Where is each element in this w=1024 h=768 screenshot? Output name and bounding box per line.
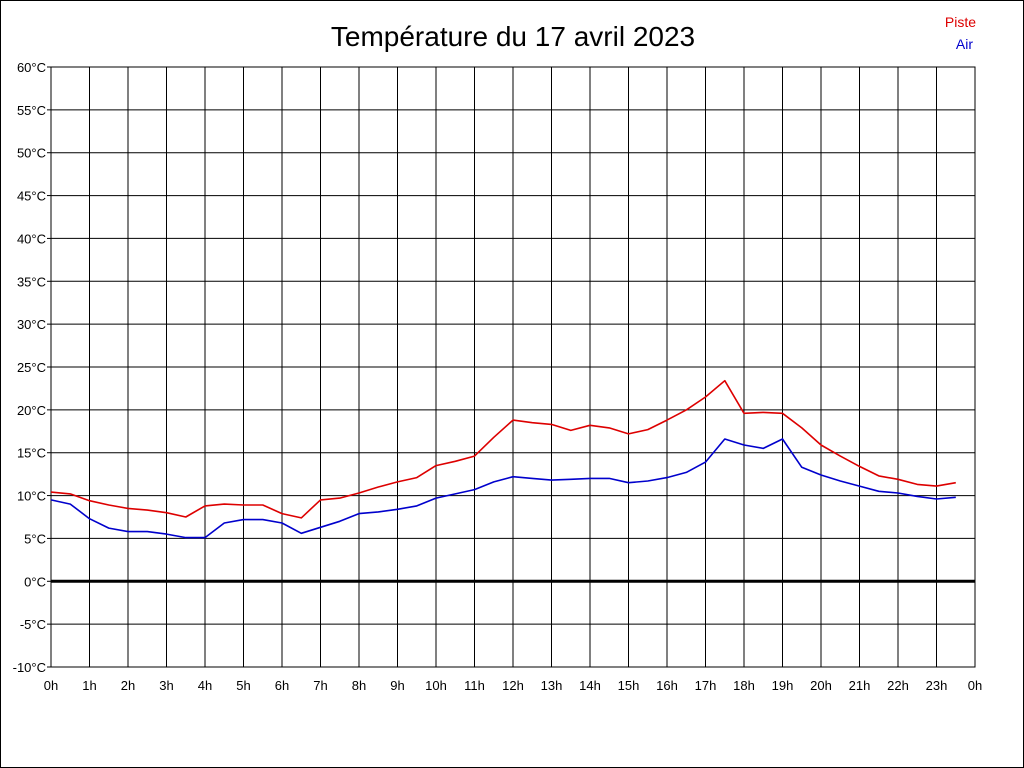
y-tick-label: 20°C bbox=[17, 403, 46, 418]
y-tick-label: 55°C bbox=[17, 103, 46, 118]
x-tick-label: 22h bbox=[887, 678, 909, 693]
y-tick-label: 45°C bbox=[17, 189, 46, 204]
x-tick-label: 19h bbox=[772, 678, 794, 693]
x-tick-label: 11h bbox=[464, 678, 485, 693]
chart-title: Température du 17 avril 2023 bbox=[331, 21, 695, 52]
x-tick-label: 7h bbox=[313, 678, 327, 693]
y-tick-label: 35°C bbox=[17, 274, 46, 289]
x-tick-label: 14h bbox=[579, 678, 601, 693]
y-tick-label: 30°C bbox=[17, 317, 46, 332]
tick-labels: 0h 1h 2h 3h 4h 5h 6h 7h 8h 9h 10h 11h 12h 13h 14h 15h 16… bbox=[13, 60, 983, 693]
x-tick-label: 0h bbox=[44, 678, 58, 693]
series-lines bbox=[50, 379, 956, 539]
x-tick-label: 16h bbox=[656, 678, 678, 693]
x-tick-label: 1h bbox=[82, 678, 96, 693]
axes bbox=[47, 66, 976, 668]
legend-entry-piste: Piste bbox=[945, 14, 976, 30]
plot-frame bbox=[50, 66, 976, 668]
x-tick-label: 0h bbox=[968, 678, 982, 693]
y-tick-label: 25°C bbox=[17, 360, 46, 375]
x-tick-label: 13h bbox=[541, 678, 563, 693]
y-tick-label: 0°C bbox=[24, 574, 46, 589]
y-tick-label: 15°C bbox=[17, 446, 46, 461]
y-tick-label: 10°C bbox=[17, 489, 46, 504]
y-tick-label: 60°C bbox=[17, 60, 46, 75]
x-tick-label: 15h bbox=[618, 678, 640, 693]
x-tick-label: 21h bbox=[849, 678, 871, 693]
y-tick-label: 5°C bbox=[24, 531, 46, 546]
x-tick-label: 3h bbox=[159, 678, 173, 693]
y-tick-label: -5°C bbox=[20, 617, 46, 632]
grid bbox=[50, 66, 976, 668]
series-line-piste bbox=[50, 379, 956, 519]
x-tick-label: 8h bbox=[352, 678, 366, 693]
x-tick-label: 18h bbox=[733, 678, 755, 693]
x-tick-label: 17h bbox=[695, 678, 717, 693]
legend-entry-air: Air bbox=[956, 36, 973, 52]
x-tick-label: 2h bbox=[121, 678, 135, 693]
y-tick-label: 40°C bbox=[17, 231, 46, 246]
x-tick-label: 23h bbox=[926, 678, 948, 693]
x-tick-label: 12h bbox=[502, 678, 524, 693]
series-line-air bbox=[50, 438, 956, 539]
x-tick-label: 5h bbox=[236, 678, 250, 693]
x-tick-label: 4h bbox=[198, 678, 212, 693]
y-tick-label: -10°C bbox=[13, 660, 46, 675]
x-tick-label: 10h bbox=[425, 678, 447, 693]
x-tick-label: 20h bbox=[810, 678, 832, 693]
x-tick-label: 9h bbox=[390, 678, 404, 693]
y-tick-label: 50°C bbox=[17, 146, 46, 161]
x-tick-label: 6h bbox=[275, 678, 289, 693]
